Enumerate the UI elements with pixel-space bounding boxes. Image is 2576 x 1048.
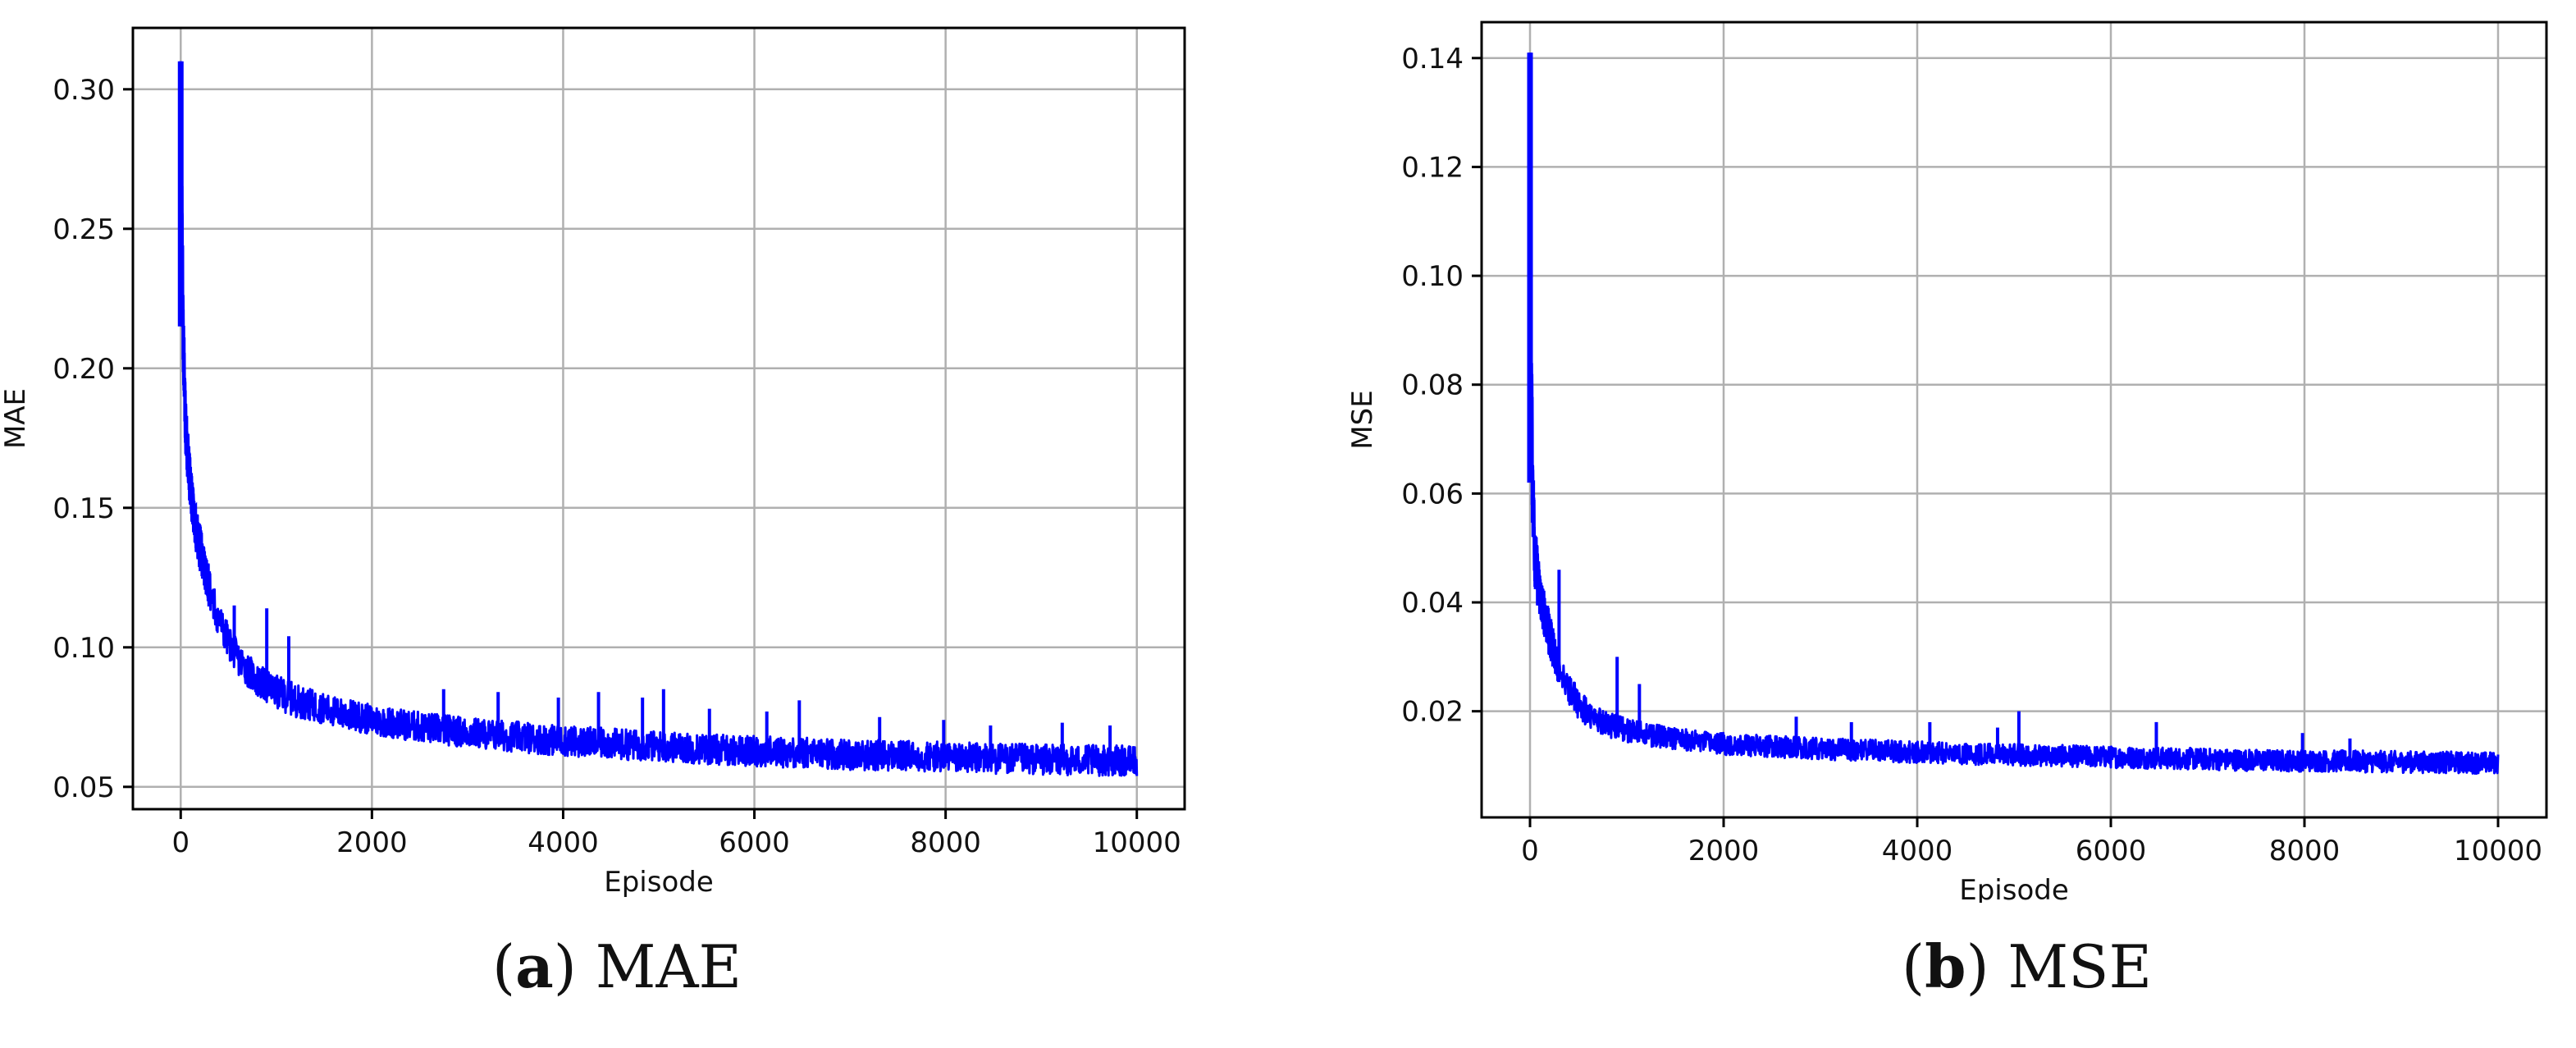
x-tick-label: 10000: [1093, 826, 1181, 859]
series-line-0: [179, 61, 1139, 777]
y-tick-label: 0.02: [1401, 696, 1464, 729]
y-tick-label: 0.10: [1401, 260, 1464, 293]
y-tick-label: 0.12: [1401, 151, 1464, 184]
x-tick-label: 10000: [2454, 835, 2542, 867]
x-axis-label: Episode: [604, 866, 714, 899]
series-line-1: [1528, 53, 2500, 776]
x-tick-label: 8000: [910, 826, 981, 859]
caption-a-letter: a: [515, 931, 554, 1001]
caption-b-letter: b: [1925, 931, 1966, 1001]
plot-frame: [1480, 21, 2548, 819]
x-tick-label: 6000: [2076, 835, 2147, 867]
chart-1-group: 0 2000 4000 6000 8000 10000 0.02 0.04 0.06 0.08 0.…: [1346, 21, 2548, 903]
chart-0-group: 0 2000 4000 6000 8000 10000 0.05 0.10 0.15 0.20 0.…: [0, 26, 1186, 899]
x-tick-label: 0: [1521, 835, 1539, 867]
y-axis-label: MSE: [1346, 390, 1379, 449]
y-tick-label: 0.25: [53, 213, 115, 246]
caption-b: (b) MSE: [1902, 931, 2153, 1001]
x-tick-label: 4000: [528, 826, 599, 859]
y-tick-label: 0.15: [53, 492, 115, 525]
x-tick-label: 2000: [1688, 835, 1760, 867]
x-tick-label: 6000: [719, 826, 790, 859]
y-tick-label: 0.14: [1401, 43, 1464, 76]
chart-mae: 0 2000 4000 6000 8000 10000 0.05 0.10 0.15 0.20 0.…: [0, 21, 2548, 903]
caption-a: (a) MAE: [492, 931, 742, 1001]
y-tick-label: 0.20: [53, 353, 115, 386]
x-tick-label: 2000: [336, 826, 408, 859]
caption-b-text: MSE: [1989, 932, 2153, 1001]
series-line-early-0: [179, 61, 212, 607]
y-tick-label: 0.08: [1401, 369, 1464, 402]
x-tick-label: 0: [171, 826, 190, 859]
y-tick-label: 0.30: [53, 74, 115, 107]
y-tick-label: 0.04: [1401, 587, 1464, 620]
x-axis-label: Episode: [1959, 874, 2069, 903]
y-tick-label: 0.05: [53, 771, 115, 804]
caption-a-text: MAE: [576, 932, 742, 1001]
y-tick-label: 0.10: [53, 632, 115, 665]
y-tick-label: 0.06: [1401, 478, 1464, 510]
x-tick-label: 4000: [1882, 835, 1953, 867]
x-tick-label: 8000: [2269, 835, 2341, 867]
y-axis-label: MAE: [0, 388, 32, 449]
series-line-early-1: [1528, 53, 1561, 683]
plot-frame: [131, 26, 1186, 811]
